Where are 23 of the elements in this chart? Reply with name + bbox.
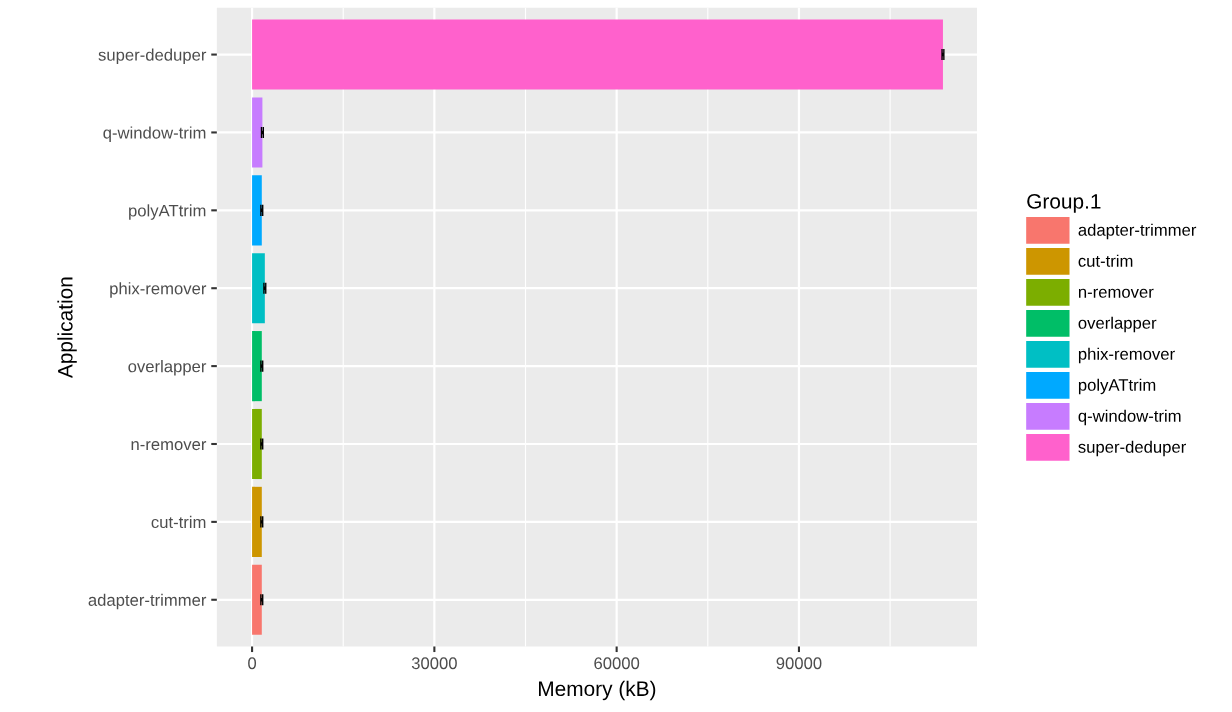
y-tick-label: super-deduper <box>98 48 207 65</box>
y-tick-label: adapter-trimmer <box>88 593 207 610</box>
y-tick-label: phix-remover <box>110 282 207 298</box>
x-axis-title: Memory (kB) <box>539 680 656 701</box>
legend-label: cut-trim <box>1078 254 1133 267</box>
x-tick-label: 60000 <box>594 657 640 670</box>
y-tick-label: n-remover <box>131 441 207 451</box>
legend-label: q-window-trim <box>1078 409 1181 426</box>
legend-title: Group.1 <box>1027 194 1101 213</box>
legend-label: super-deduper <box>1078 440 1186 457</box>
x-tick-label: 0 <box>248 657 257 670</box>
legend-label: polyATtrim <box>1078 378 1156 395</box>
legend-label: phix-remover <box>1078 347 1175 364</box>
y-tick-label: polyATtrim <box>129 204 206 220</box>
y-tick-label: overlapper <box>128 360 207 376</box>
legend-label: n-remover <box>1078 288 1154 298</box>
y-tick-label: q-window-trim <box>103 126 206 142</box>
x-tick-label: 90000 <box>776 657 822 670</box>
x-tick-label: 30000 <box>411 657 457 670</box>
y-tick-label: cut-trim <box>151 515 206 529</box>
y-axis-title: Application <box>57 277 77 379</box>
legend-label: overlapper <box>1078 316 1157 333</box>
legend-label: adapter-trimmer <box>1078 223 1197 240</box>
